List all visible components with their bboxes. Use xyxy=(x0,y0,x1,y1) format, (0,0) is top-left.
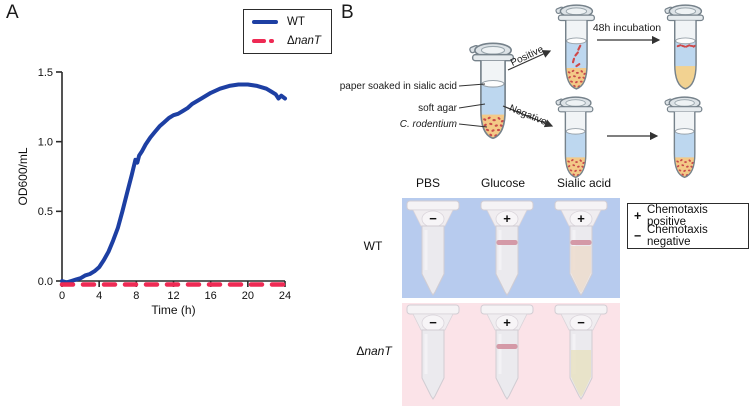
x-tick-label: 16 xyxy=(205,290,217,302)
incubation-label: 48h incubation xyxy=(593,22,661,34)
negative-label: Negative xyxy=(507,103,548,128)
y-tick-label: 1.5 xyxy=(38,67,53,79)
wt-line-swatch xyxy=(252,20,280,24)
x-tick-label: 12 xyxy=(167,290,179,302)
tube-content-tint xyxy=(571,246,591,293)
legend-row-negative: − Chemotaxis negative xyxy=(634,224,708,248)
chart-legend: WT ΔnanT xyxy=(243,9,332,54)
negative-result-tube xyxy=(663,96,703,179)
tube-photo-row0-col2: + xyxy=(553,199,609,297)
minus-icon: − xyxy=(634,229,642,243)
agar-pointer-line xyxy=(458,103,486,109)
row-label-wt: WT xyxy=(363,239,383,253)
tube-photo-row1-col0: − xyxy=(405,303,461,401)
result-sign: + xyxy=(503,211,511,226)
bacteria-band xyxy=(496,344,518,349)
tube-photo-row1-col1: + xyxy=(479,303,535,401)
panel-b-label: B xyxy=(341,2,354,23)
tube-photo-row0-col1: + xyxy=(479,199,535,297)
tube-photo-row1-col2: − xyxy=(553,303,609,401)
chemotaxis-legend: + Chemotaxis positive − Chemotaxis negat… xyxy=(627,203,749,249)
column-header-glucose: Glucose xyxy=(480,176,526,190)
paper-disc xyxy=(481,79,505,88)
paper-pointer-line xyxy=(458,83,486,87)
chemotaxis-assay-diagram: paper soaked in sialic acid soft agar C.… xyxy=(340,4,705,179)
y-axis-title: OD600/mL xyxy=(16,147,30,205)
result-sign: − xyxy=(577,315,585,330)
agar-label: soft agar xyxy=(418,103,458,114)
chemotaxis-photo-panel: − + + − + − xyxy=(402,198,620,406)
y-tick-label: 1.0 xyxy=(38,136,53,148)
y-tick-label: 0.0 xyxy=(38,276,53,288)
panel-a-label: A xyxy=(6,2,19,23)
column-header-pbs: PBS xyxy=(415,176,440,190)
result-sign: + xyxy=(577,211,585,226)
plus-icon: + xyxy=(634,209,642,223)
column-header-sialic-acid: Sialic acid xyxy=(556,176,612,190)
positive-label: Positive xyxy=(509,44,546,69)
axes xyxy=(61,72,285,282)
legend-mutant-label: ΔnanT xyxy=(287,35,321,47)
tube-content-tint xyxy=(571,350,591,397)
result-sign: − xyxy=(429,211,437,226)
x-axis-title: Time (h) xyxy=(151,303,195,317)
bacteria-band xyxy=(496,240,518,245)
positive-result-tube xyxy=(663,4,705,90)
positive-start-tube xyxy=(554,4,596,90)
legend-item-mutant: ΔnanT xyxy=(252,34,324,48)
bacteria-label: C. rodentium xyxy=(400,119,457,130)
x-tick-label: 8 xyxy=(133,290,139,302)
legend-item-wt: WT xyxy=(252,15,324,29)
mutant-dash-swatch xyxy=(252,39,280,43)
result-sign: + xyxy=(503,315,511,330)
x-tick-label: 4 xyxy=(96,290,102,302)
bacteria-pointer-line xyxy=(458,123,488,128)
legend-wt-label: WT xyxy=(287,16,305,28)
x-tick-label: 0 xyxy=(59,290,65,302)
positive-arrow xyxy=(507,50,552,71)
x-tick-label: 24 xyxy=(279,290,291,302)
y-tick-label: 0.5 xyxy=(38,206,53,218)
negative-start-tube xyxy=(554,96,594,179)
negative-arrow xyxy=(502,105,554,128)
source-tube xyxy=(468,42,515,140)
bacteria-band xyxy=(570,240,592,245)
row-label-mutant: ΔnanT xyxy=(356,344,392,358)
paper-label: paper soaked in sialic acid xyxy=(340,81,457,92)
legend-row-positive: + Chemotaxis positive xyxy=(634,204,708,228)
x-tick-label: 20 xyxy=(242,290,254,302)
series-WT xyxy=(60,82,287,285)
growth-curve-chart: 0.0 0.5 1.0 1.5 0 4 8 12 16 20 24 Time (h) OD600/mL xyxy=(16,67,291,317)
result-sign: − xyxy=(429,315,437,330)
tube-photo-row0-col0: − xyxy=(405,199,461,297)
tube-cap-icon xyxy=(468,42,515,62)
